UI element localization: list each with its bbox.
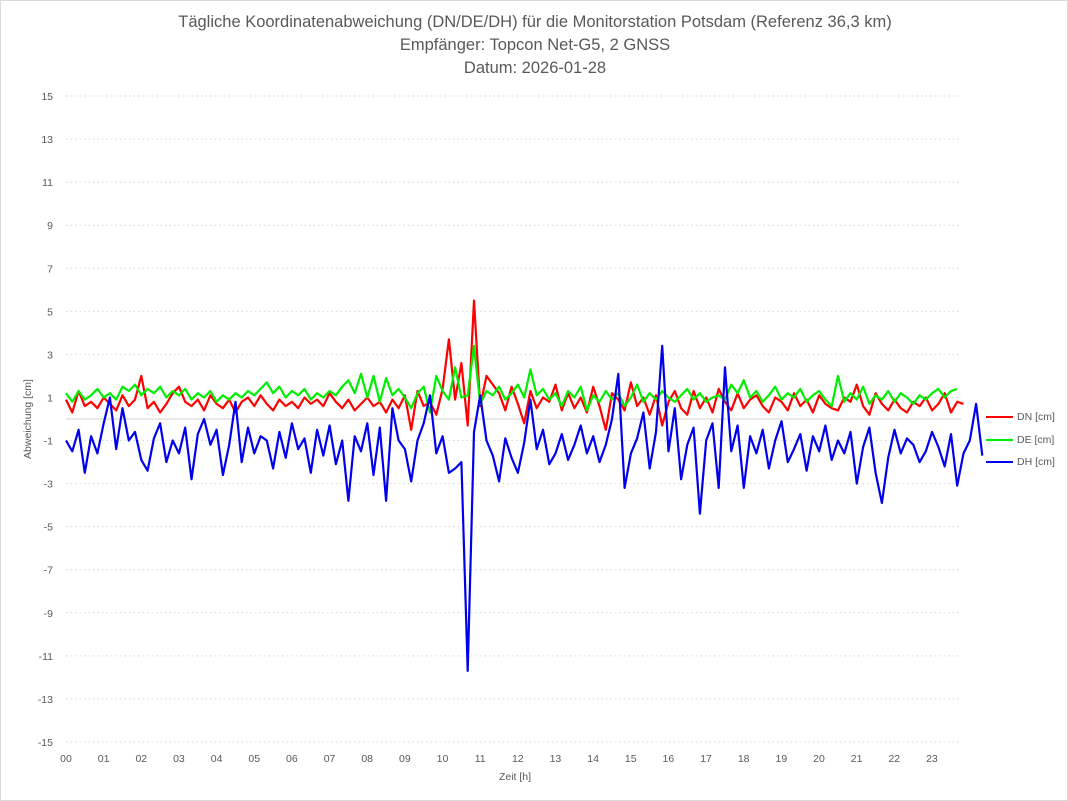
x-tick-label: 01: [98, 753, 110, 765]
y-tick-label: 7: [47, 263, 53, 275]
legend-swatch-de: [986, 438, 1013, 442]
legend-label-dh: DH [cm]: [1017, 456, 1055, 468]
x-tick-label: 22: [888, 753, 900, 765]
x-tick-label: 07: [324, 753, 336, 765]
y-tick-label: 9: [47, 220, 53, 232]
series-line-dh: [65, 344, 984, 673]
x-tick-label: 00: [60, 753, 72, 765]
legend-label-dn: DN [cm]: [1017, 411, 1055, 423]
x-tick-label: 14: [587, 753, 599, 765]
y-tick-label: 11: [42, 177, 53, 189]
x-tick-label: 09: [399, 753, 411, 765]
x-tick-label: 18: [738, 753, 750, 765]
y-tick-label: 5: [47, 306, 53, 318]
legend-item-de: DE [cm]: [986, 434, 1054, 446]
x-tick-label: 19: [776, 753, 788, 765]
x-tick-label: 06: [286, 753, 298, 765]
y-tick-label: -3: [44, 479, 53, 491]
x-tick-label: 11: [475, 753, 486, 765]
legend-item-dn: DN [cm]: [986, 411, 1055, 423]
x-tick-label: 16: [663, 753, 675, 765]
y-tick-label: 1: [47, 392, 53, 404]
y-tick-label: 3: [47, 349, 53, 361]
y-tick-label: -11: [39, 651, 54, 663]
legend-item-dh: DH [cm]: [986, 456, 1055, 468]
x-tick-label: 12: [512, 753, 524, 765]
y-tick-label: -9: [44, 608, 53, 620]
x-tick-label: 05: [248, 753, 260, 765]
chart-title: Tägliche Koordinatenabweichung (DN/DE/DH…: [178, 13, 892, 31]
x-tick-label: 04: [211, 753, 223, 765]
x-tick-label: 20: [813, 753, 825, 765]
chart-date: Datum: 2026-01-28: [463, 59, 607, 77]
x-tick-label: 13: [550, 753, 562, 765]
series-line-de: [65, 344, 958, 414]
x-tick-label: 03: [173, 753, 185, 765]
y-tick-label: -7: [44, 565, 53, 577]
legend-label-de: DE [cm]: [1017, 434, 1055, 446]
y-tick-label: -13: [38, 694, 53, 706]
y-axis-label: Abweichung [cm]: [22, 379, 34, 459]
x-tick-label: 23: [926, 753, 938, 765]
x-tick-label: 21: [851, 753, 863, 765]
y-tick-label: -1: [44, 436, 53, 448]
y-tick-label: -15: [38, 737, 53, 749]
y-tick-label: 15: [41, 91, 53, 103]
x-tick-label: 08: [361, 753, 373, 765]
y-tick-label: -5: [44, 522, 53, 534]
x-tick-label: 10: [437, 753, 449, 765]
legend-swatch-dn: [986, 415, 1013, 419]
chart-subtitle: Empfänger: Topcon Net-G5, 2 GNSS: [399, 36, 671, 54]
x-tick-label: 17: [700, 753, 712, 765]
legend-swatch-dh: [986, 460, 1013, 464]
x-tick-label: 02: [135, 753, 147, 765]
series-line-dn: [65, 299, 964, 431]
y-tick-label: 13: [41, 134, 53, 146]
x-axis-label: Zeit [h]: [499, 771, 531, 783]
x-tick-label: 15: [625, 753, 637, 765]
